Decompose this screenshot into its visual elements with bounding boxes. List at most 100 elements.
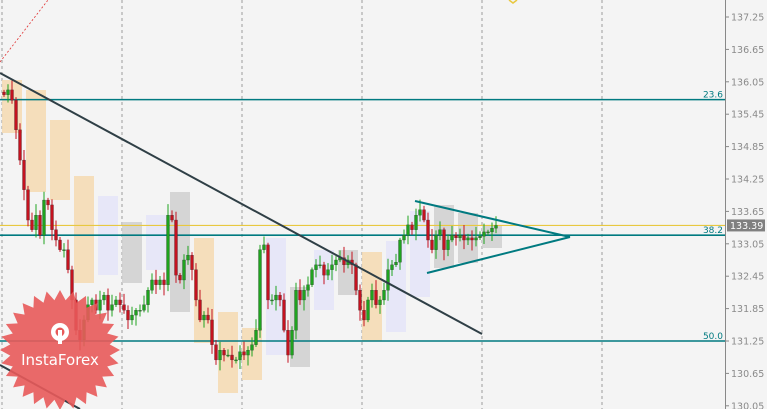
axis-tick-label: 136.65 bbox=[731, 45, 764, 56]
fib-level-label: 50.0 bbox=[703, 332, 723, 342]
candle-body bbox=[394, 262, 398, 266]
candle-body bbox=[358, 290, 362, 311]
axis-tick-label: 136.05 bbox=[731, 77, 764, 88]
candle-body bbox=[222, 350, 226, 356]
candle-body bbox=[494, 225, 498, 229]
highlight-box bbox=[74, 176, 94, 283]
candle-body bbox=[234, 359, 238, 362]
candle-body bbox=[330, 264, 334, 270]
candle-body bbox=[418, 209, 422, 216]
candle-body bbox=[362, 310, 366, 321]
fib-level-label: 23.6 bbox=[703, 91, 723, 101]
candle-body bbox=[146, 290, 150, 305]
axis-tick-label: 130.05 bbox=[731, 401, 764, 409]
candle-body bbox=[462, 235, 466, 241]
candle-body bbox=[342, 257, 346, 266]
candle-body bbox=[466, 237, 470, 241]
candle-body bbox=[26, 189, 30, 221]
candle-body bbox=[214, 344, 218, 361]
candle-body bbox=[314, 264, 318, 270]
candle-body bbox=[170, 215, 174, 221]
candle-body bbox=[302, 290, 306, 301]
candle-body bbox=[478, 236, 482, 239]
candle-body bbox=[434, 235, 438, 250]
candle-body bbox=[290, 330, 294, 356]
candle-body bbox=[298, 290, 302, 301]
candle-body bbox=[382, 290, 386, 301]
axis-tick-label: 131.85 bbox=[731, 304, 764, 315]
candle-body bbox=[430, 239, 434, 250]
candle-body bbox=[142, 304, 146, 311]
price-axis: 137.25 136.65 136.05 135.45 134.85 134.25 133.… bbox=[725, 0, 767, 409]
highlight-box bbox=[50, 120, 70, 200]
candle-body bbox=[310, 269, 314, 285]
candle-body bbox=[186, 254, 190, 261]
axis-tick-label: 130.65 bbox=[731, 369, 764, 380]
candle-body bbox=[334, 259, 338, 266]
candle-body bbox=[490, 227, 494, 233]
candle-body bbox=[150, 279, 154, 291]
candle-body bbox=[242, 351, 246, 356]
candle-body bbox=[366, 299, 370, 321]
logo-text: InstaForex bbox=[21, 351, 99, 369]
candle-body bbox=[486, 231, 490, 234]
candle-body bbox=[398, 239, 402, 263]
highlight-box bbox=[26, 90, 46, 192]
candle-body bbox=[278, 294, 282, 301]
candle-body bbox=[250, 344, 254, 351]
candle-body bbox=[406, 224, 410, 236]
candle-body bbox=[114, 299, 118, 305]
candle-body bbox=[58, 239, 62, 250]
candle-body bbox=[162, 279, 166, 285]
candle-body bbox=[198, 299, 202, 321]
axis-tick-label: 134.25 bbox=[731, 175, 764, 186]
candle-body bbox=[10, 89, 14, 101]
candle-body bbox=[326, 269, 330, 276]
logo-starburst bbox=[0, 290, 120, 409]
candle-body bbox=[2, 91, 6, 95]
candle-body bbox=[218, 350, 222, 361]
candle-body bbox=[474, 237, 478, 241]
candle-body bbox=[210, 319, 214, 345]
candle-body bbox=[22, 159, 26, 190]
current-price-badge bbox=[727, 219, 765, 232]
current-price-label: 133.39 bbox=[730, 221, 763, 232]
candle-body bbox=[374, 290, 378, 305]
highlight-box bbox=[170, 192, 190, 312]
candle-body bbox=[206, 314, 210, 321]
candle-body bbox=[122, 304, 126, 311]
candle-body bbox=[174, 219, 178, 276]
candle-body bbox=[54, 229, 58, 241]
candle-body bbox=[282, 299, 286, 331]
axis-tick-label: 132.45 bbox=[731, 272, 764, 283]
axis-tick-label: 133.65 bbox=[731, 207, 764, 218]
candle-body bbox=[414, 215, 418, 230]
candle-body bbox=[294, 290, 298, 331]
candle-body bbox=[166, 215, 170, 285]
triangle-lower-line bbox=[426, 236, 571, 274]
candle-body bbox=[134, 310, 138, 316]
candle-body bbox=[66, 249, 70, 270]
candle-body bbox=[370, 290, 374, 301]
fib-levels: 23.6 38.2 50.0 bbox=[0, 91, 725, 342]
axis-tick-label: 133.05 bbox=[731, 239, 764, 250]
candle-body bbox=[98, 299, 102, 311]
highlight-box bbox=[122, 222, 142, 283]
candle-body bbox=[110, 304, 114, 311]
candle-body bbox=[318, 264, 322, 267]
candle-body bbox=[194, 269, 198, 301]
candle-body bbox=[102, 294, 106, 301]
candle-body bbox=[270, 299, 274, 302]
candle-body bbox=[190, 254, 194, 270]
candle-body bbox=[450, 235, 454, 241]
candle-body bbox=[226, 354, 230, 357]
candle-body bbox=[230, 354, 234, 361]
candles bbox=[2, 80, 498, 371]
red-dashed-line bbox=[0, 0, 49, 63]
gear-icon bbox=[51, 323, 69, 344]
candle-body bbox=[46, 199, 50, 206]
candle-body bbox=[254, 330, 258, 345]
candle-body bbox=[106, 294, 110, 311]
candle-body bbox=[306, 284, 310, 291]
